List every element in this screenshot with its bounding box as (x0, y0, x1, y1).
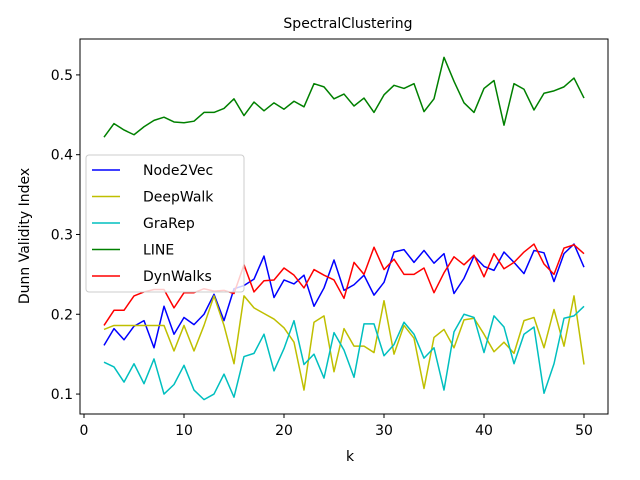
legend-label: DeepWalk (143, 190, 214, 206)
chart-title: SpectralClustering (283, 16, 412, 32)
plot-lines (103, 56, 585, 401)
x-tick-label: 50 (575, 423, 593, 439)
x-tick-label: 30 (375, 423, 393, 439)
series-line-line (103, 56, 585, 138)
x-tick-label: 20 (275, 423, 293, 439)
x-tick-label: 40 (475, 423, 493, 439)
y-tick-label: 0.5 (51, 68, 73, 84)
y-tick-label: 0.2 (51, 307, 73, 323)
legend-label: LINE (143, 243, 174, 259)
legend-label: Node2Vec (143, 163, 213, 179)
series-line-deepwalk (103, 295, 585, 391)
series-line-grarep (103, 305, 585, 401)
legend-label: DynWalks (143, 269, 212, 285)
y-tick-label: 0.1 (51, 387, 73, 403)
x-axis-title: k (346, 449, 355, 465)
y-axis-title: Dunn Validity Index (17, 168, 33, 304)
x-tick-label: 0 (80, 423, 89, 439)
series-line-node2vec (103, 243, 585, 349)
y-tick-label: 0.4 (51, 148, 73, 164)
plot-frame (79, 38, 609, 415)
series-line-dynwalks (103, 243, 585, 326)
legend-box (85, 154, 245, 293)
legend-label: GraRep (143, 216, 195, 232)
legend: Node2Vec DeepWalk GraRep LINE DynWalks (85, 154, 245, 293)
x-tick-label: 10 (175, 423, 193, 439)
y-tick-label: 0.3 (51, 227, 73, 243)
y-axis: 0.1 0.2 0.3 0.4 0.5 (51, 68, 80, 403)
x-axis: 0 10 20 30 40 50 (80, 414, 593, 439)
